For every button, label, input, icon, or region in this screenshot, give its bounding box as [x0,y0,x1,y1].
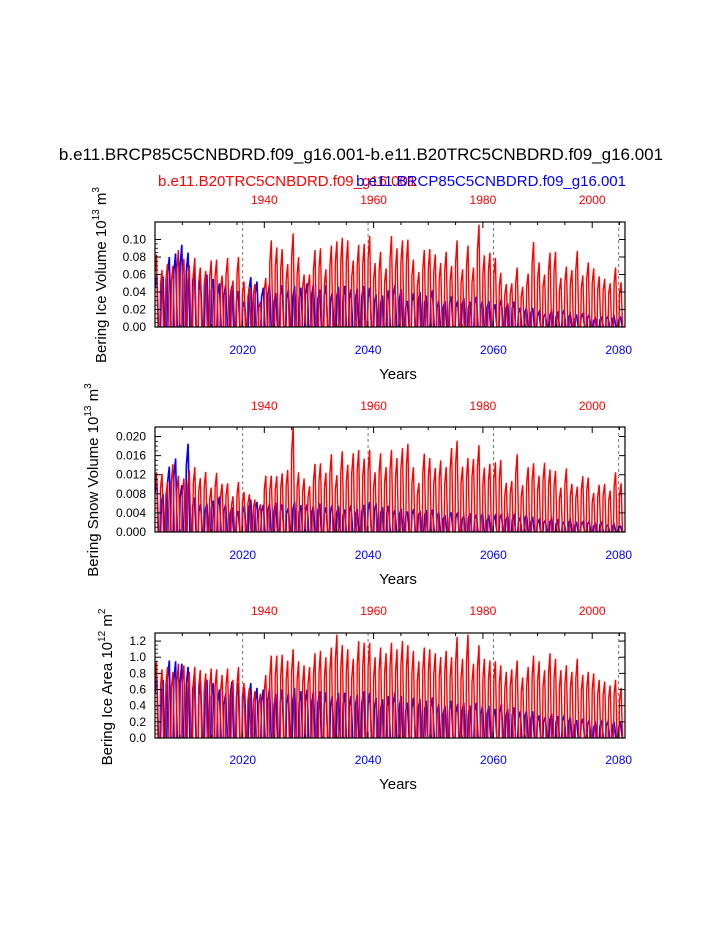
x-tick-label-top: 1980 [470,399,497,413]
figure-title: b.e11.BRCP85C5CNBDRD.f09_g16.001-b.e11.B… [59,145,663,164]
y-axis-label: Bering Ice Volume 1013 m3 [91,187,110,363]
y-tick-label: 0.02 [123,303,147,317]
x-tick-label-bottom: 2080 [605,343,632,357]
y-tick-label: 0.000 [116,525,146,539]
x-tick-label-top: 1960 [360,399,387,413]
y-axis-label: Bering Ice Area 1012 m2 [97,608,116,765]
x-tick-label-top: 1940 [251,604,278,618]
y-tick-label: 0.8 [129,666,146,680]
x-tick-label-bottom: 2020 [229,548,256,562]
x-axis-label: Years [379,776,417,793]
x-tick-label-bottom: 2080 [605,753,632,767]
x-tick-label-top: 1980 [470,193,497,207]
y-tick-label: 1.0 [129,650,146,664]
x-tick-label-bottom: 2060 [480,753,507,767]
y-tick-label: 0.020 [116,430,146,444]
y-tick-label: 0.10 [123,233,147,247]
y-axis-label: Bering Snow Volume 1013 m3 [83,383,102,577]
x-tick-label-bottom: 2060 [480,548,507,562]
y-tick-label: 0.06 [123,268,147,282]
legend-red-label: b.e11.B20TRC5CNBDRD.f09_g16.001 [158,173,416,190]
panel-ice-area: 0.0 0.2 0.4 0.6 0.8 1.0 1.2 2020 2040 2060 2080 194… [97,604,632,793]
x-tick-label-top: 1960 [360,193,387,207]
x-tick-label-top: 2000 [579,193,606,207]
y-tick-label: 1.2 [129,634,146,648]
x-tick-label-bottom: 2040 [355,343,382,357]
series-historical-line [155,634,625,738]
x-tick-label-top: 1960 [360,604,387,618]
x-tick-label-top: 1940 [251,193,278,207]
y-tick-label: 0.6 [129,683,146,697]
x-tick-label-bottom: 2060 [480,343,507,357]
y-tick-label: 0.2 [129,715,146,729]
x-tick-label-bottom: 2040 [355,548,382,562]
x-tick-label-top: 1980 [470,604,497,618]
y-tick-label: 0.00 [123,320,147,334]
x-tick-label-bottom: 2080 [605,548,632,562]
x-tick-label-top: 1940 [251,399,278,413]
x-tick-label-bottom: 2040 [355,753,382,767]
y-tick-label: 0.4 [129,699,146,713]
y-tick-label: 0.004 [116,506,146,520]
y-tick-label: 0.08 [123,250,147,264]
series-historical-line [155,224,625,327]
x-tick-label-top: 2000 [579,399,606,413]
x-axis-label: Years [379,571,417,588]
y-tick-label: 0.008 [116,487,146,501]
x-tick-label-top: 2000 [579,604,606,618]
x-tick-label-bottom: 2020 [229,343,256,357]
panel-ice-volume: 0.00 0.02 0.04 0.06 0.08 0.10 2020 2040 2060 2080… [91,187,632,383]
x-axis-label: Years [379,366,417,383]
panel-snow-volume: 0.000 0.004 0.008 0.012 0.016 0.020 2020 2040 20… [83,383,632,588]
y-tick-label: 0.012 [116,468,146,482]
y-tick-label: 0.016 [116,449,146,463]
legend-blue-label: b.e11.BRCP85C5CNBDRD.f09_g16.001 [356,173,626,190]
x-tick-label-bottom: 2020 [229,753,256,767]
y-tick-label: 0.04 [123,285,147,299]
series-historical-line [155,427,625,532]
y-tick-label: 0.0 [129,731,146,745]
